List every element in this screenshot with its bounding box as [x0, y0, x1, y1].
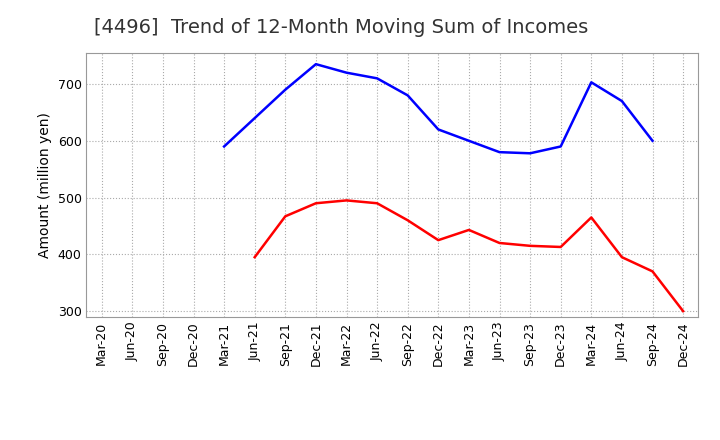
- Ordinary Income: [312, 62, 320, 67]
- Ordinary Income: [281, 87, 289, 92]
- Y-axis label: Amount (million yen): Amount (million yen): [38, 112, 52, 258]
- Net Income: [557, 244, 565, 249]
- Net Income: [434, 238, 443, 243]
- Net Income: [403, 218, 412, 223]
- Ordinary Income: [557, 144, 565, 149]
- Text: [4496]  Trend of 12-Month Moving Sum of Incomes: [4496] Trend of 12-Month Moving Sum of I…: [94, 18, 588, 37]
- Net Income: [251, 255, 259, 260]
- Net Income: [618, 255, 626, 260]
- Net Income: [464, 227, 473, 233]
- Net Income: [587, 215, 595, 220]
- Ordinary Income: [526, 150, 534, 156]
- Net Income: [342, 198, 351, 203]
- Ordinary Income: [220, 144, 228, 149]
- Net Income: [373, 201, 382, 206]
- Ordinary Income: [648, 138, 657, 143]
- Ordinary Income: [434, 127, 443, 132]
- Ordinary Income: [251, 115, 259, 121]
- Ordinary Income: [403, 93, 412, 98]
- Ordinary Income: [618, 99, 626, 104]
- Line: Ordinary Income: Ordinary Income: [224, 64, 652, 153]
- Ordinary Income: [587, 80, 595, 85]
- Net Income: [281, 214, 289, 219]
- Net Income: [648, 269, 657, 274]
- Line: Net Income: Net Income: [255, 200, 683, 311]
- Net Income: [312, 201, 320, 206]
- Net Income: [679, 308, 688, 314]
- Net Income: [526, 243, 534, 249]
- Ordinary Income: [342, 70, 351, 75]
- Ordinary Income: [495, 150, 504, 155]
- Net Income: [495, 240, 504, 246]
- Ordinary Income: [373, 76, 382, 81]
- Ordinary Income: [464, 138, 473, 143]
- Legend: Ordinary Income, Net Income: Ordinary Income, Net Income: [230, 435, 555, 440]
